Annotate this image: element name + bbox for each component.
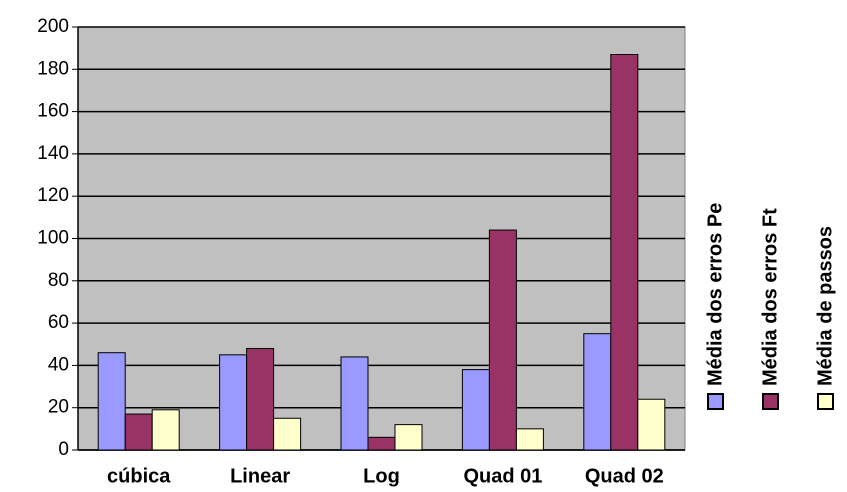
bar xyxy=(367,436,396,451)
x-tick-label: Log xyxy=(363,465,400,487)
legend-swatch xyxy=(707,393,724,410)
y-tick-label: 160 xyxy=(37,101,69,122)
bar xyxy=(273,417,302,451)
x-tick-label: Linear xyxy=(230,465,290,487)
legend-label: Média dos erros Pe xyxy=(704,203,726,386)
y-tick-label: 60 xyxy=(48,312,69,333)
bar xyxy=(219,354,248,451)
bar xyxy=(151,409,180,451)
y-tick-label: 140 xyxy=(37,143,69,164)
y-tick-label: 20 xyxy=(48,397,69,418)
bar xyxy=(246,347,275,451)
y-tick-label: 180 xyxy=(37,58,69,79)
legend-label: Média dos erros Ft xyxy=(759,208,781,386)
bar xyxy=(610,53,639,451)
bar xyxy=(340,356,369,451)
bar xyxy=(583,333,612,451)
y-tick-label: 80 xyxy=(48,270,69,291)
y-tick-label: 0 xyxy=(58,439,69,460)
legend-swatch xyxy=(762,393,779,410)
y-tick-label: 200 xyxy=(37,16,69,37)
bar xyxy=(488,229,517,451)
legend-label: Média de passos xyxy=(814,226,836,386)
x-tick-label: cúbica xyxy=(107,465,171,487)
bar xyxy=(97,352,126,451)
x-tick-label: Quad 02 xyxy=(585,465,664,487)
bar xyxy=(394,424,423,451)
bar xyxy=(461,369,490,451)
y-tick-label: 120 xyxy=(37,185,69,206)
y-tick-label: 100 xyxy=(37,228,69,249)
bar xyxy=(515,428,544,451)
bar xyxy=(637,398,666,451)
x-tick-label: Quad 01 xyxy=(463,465,542,487)
legend-swatch xyxy=(817,393,834,410)
y-tick-label: 40 xyxy=(48,354,69,375)
bar xyxy=(124,413,153,451)
